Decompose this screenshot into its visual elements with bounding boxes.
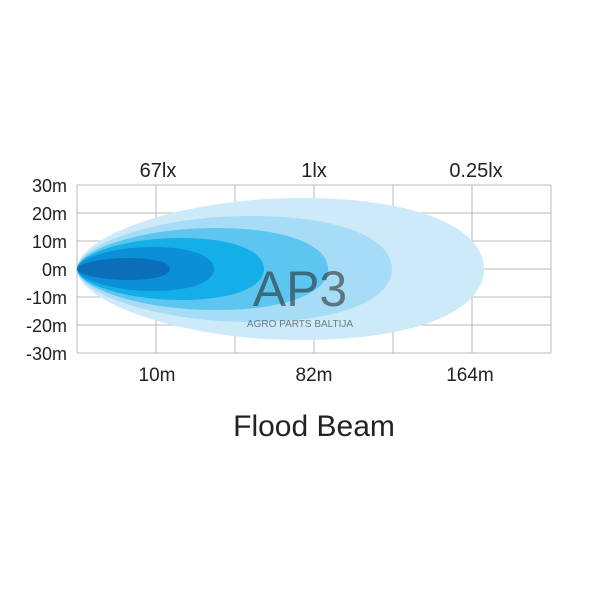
distance-label: 82m (296, 365, 333, 386)
beam-zone (77, 258, 170, 280)
y-label: 20m (32, 204, 67, 224)
distance-label: 10m (139, 365, 176, 386)
y-label: 30m (32, 176, 67, 196)
diagram-title: Flood Beam (233, 410, 395, 443)
y-label: -10m (26, 288, 67, 308)
y-label: 10m (32, 232, 67, 252)
y-axis-labels: 30m 20m 10m 0m -10m -20m -30m (26, 176, 67, 364)
y-label: 0m (42, 260, 67, 280)
lux-label: 0.25lx (449, 160, 502, 182)
watermark-logo: AP3 (253, 261, 348, 317)
y-label: -20m (26, 316, 67, 336)
y-label: -30m (26, 344, 67, 364)
watermark-text: AGRO PARTS BALTIJA (247, 319, 353, 330)
lux-label: 1lx (301, 160, 327, 182)
beam-pattern (77, 198, 484, 340)
lux-label: 67lx (140, 160, 177, 182)
watermark: AP3 AGRO PARTS BALTIJA (247, 261, 353, 330)
distance-label: 164m (446, 365, 494, 386)
